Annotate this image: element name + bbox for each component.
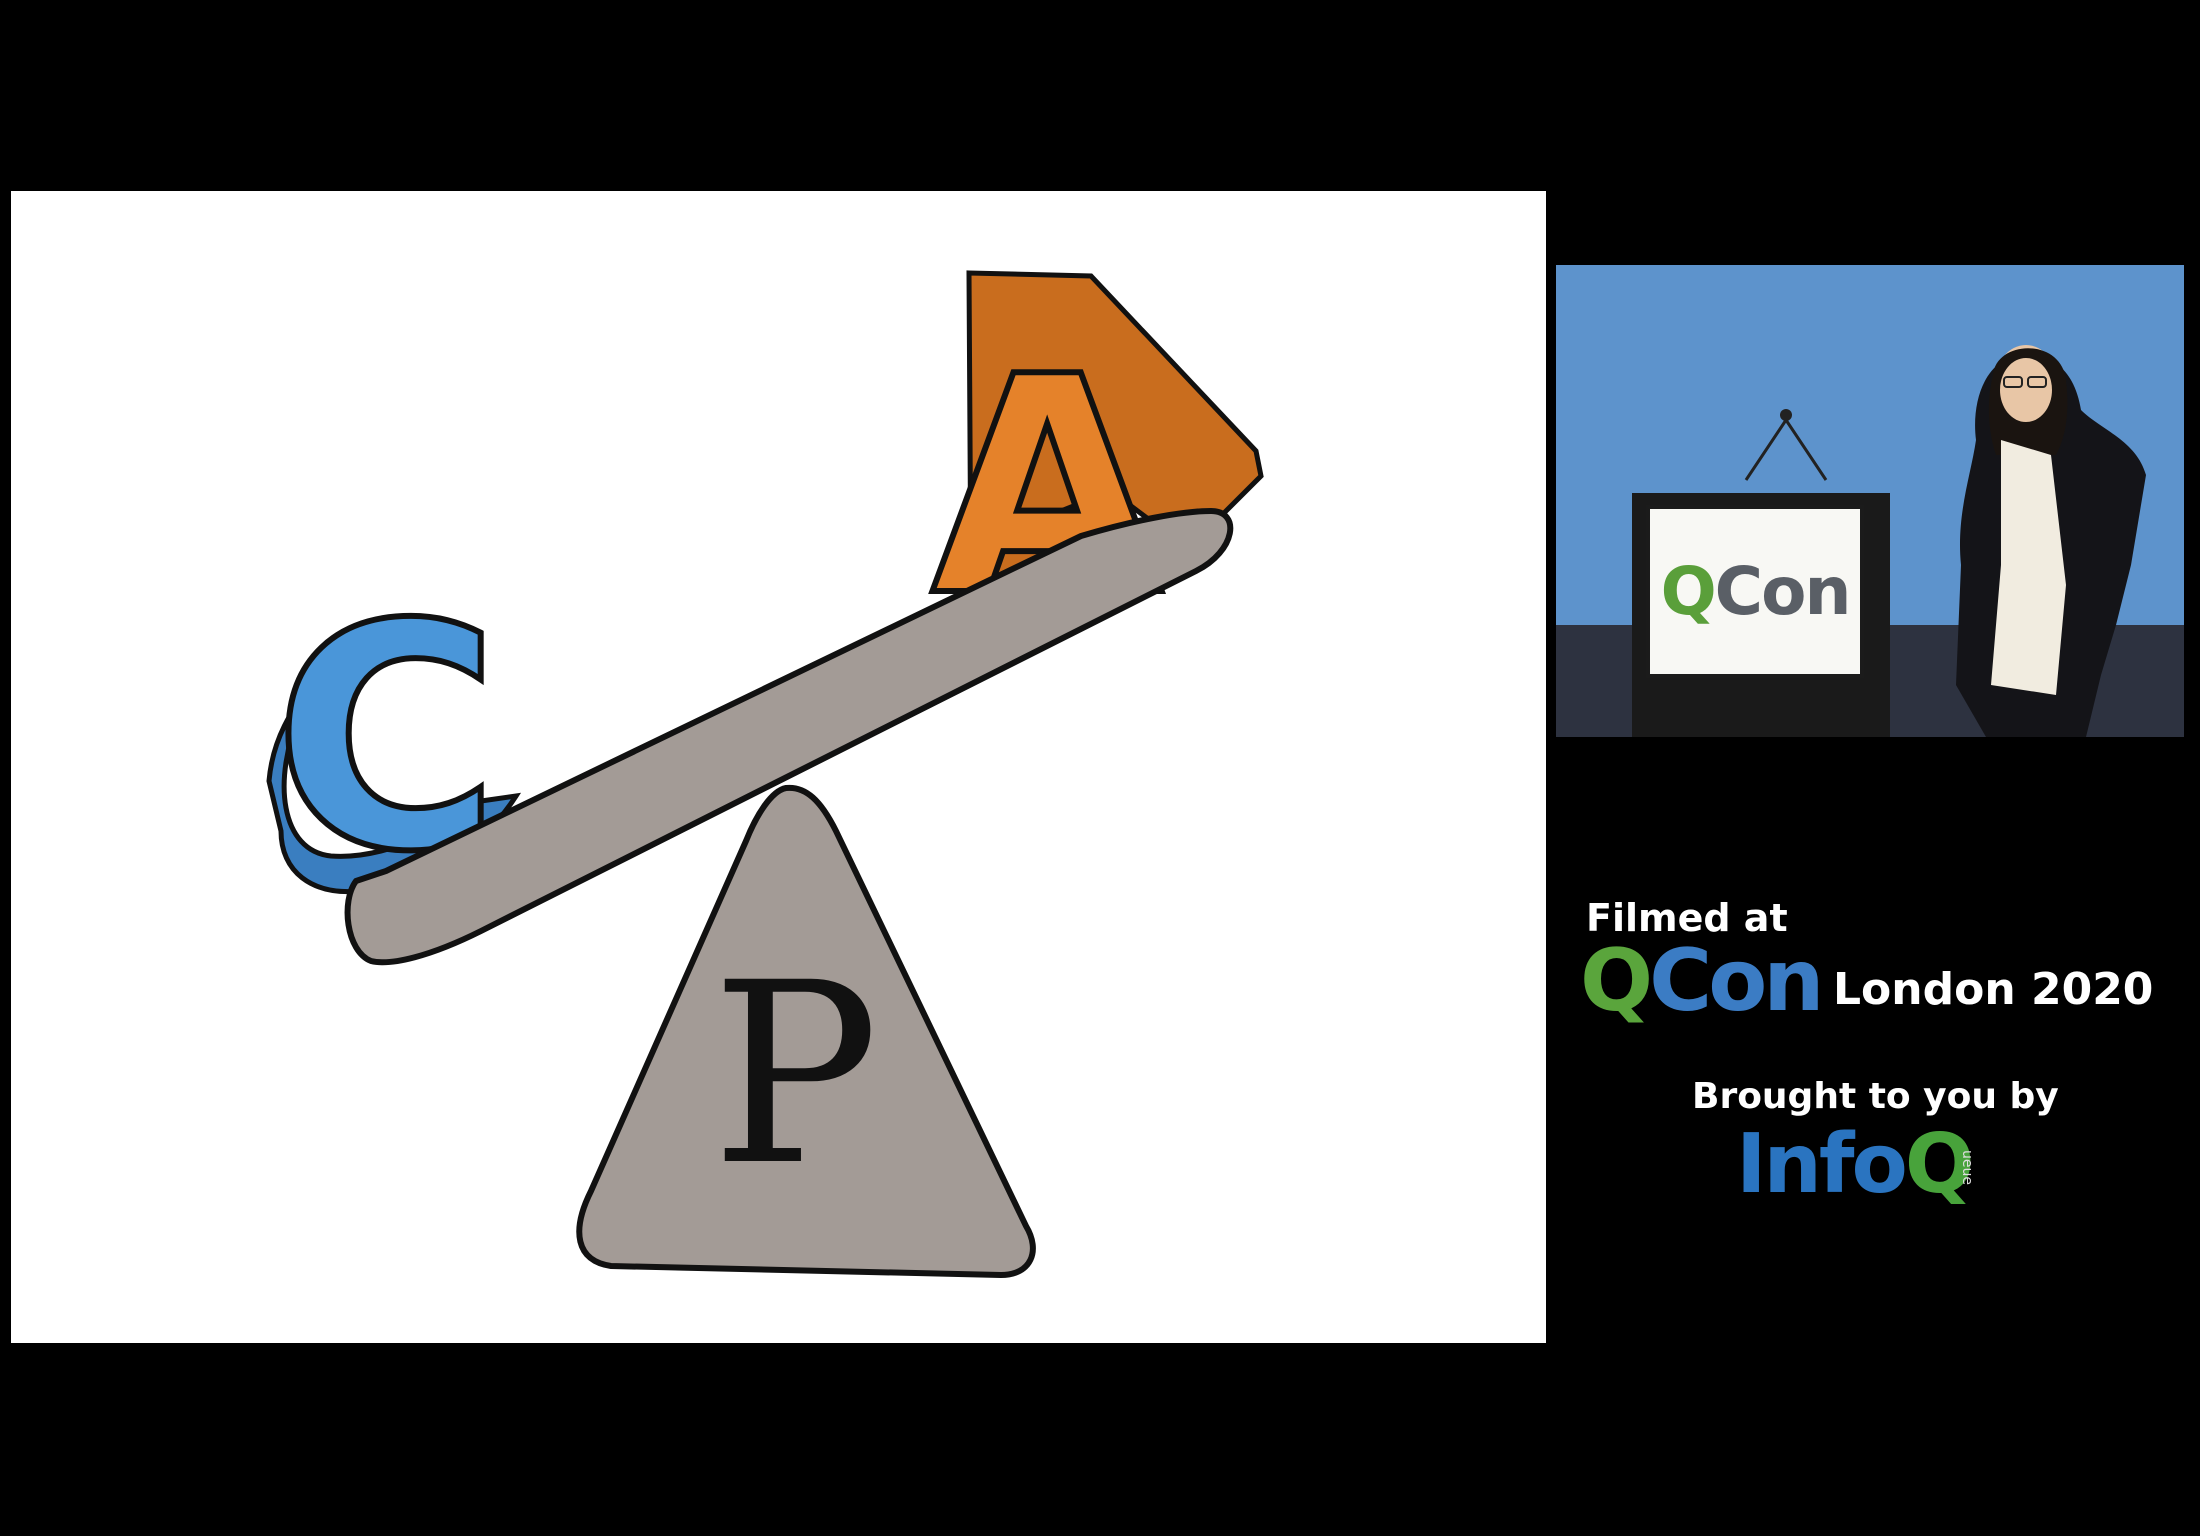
qcon-logo: QCon — [1580, 938, 1825, 1024]
qcon-logo-q: Q — [1580, 931, 1653, 1031]
infoq-logo-info: Info — [1736, 1117, 1908, 1212]
infoq-logo: InfoQ — [1736, 1124, 1975, 1206]
partition-letter: P — [711, 929, 879, 1220]
podium-sign-con: Con — [1714, 553, 1852, 630]
seesaw-beam — [344, 508, 1234, 966]
infoq-queue-suffix: ueue — [1959, 1150, 1975, 1185]
event-location-year: London 2020 — [1833, 964, 2154, 1015]
presentation-slide: P C A — [11, 191, 1546, 1343]
cap-seesaw-illustration: P C A — [266, 270, 1264, 1278]
infoq-logo-q: Q — [1904, 1117, 1975, 1212]
brought-to-you-by-label: Brought to you by — [1692, 1076, 2059, 1117]
filmed-at-label: Filmed at — [1586, 896, 1788, 940]
speaker-figure — [1956, 345, 2146, 737]
consistency-shadow — [266, 638, 522, 895]
fulcrum-triangle — [576, 784, 1036, 1278]
podium-qcon-sign: Q Con — [1646, 505, 1864, 678]
podium-sign-q: Q — [1660, 553, 1717, 630]
qcon-logo-con: Con — [1649, 931, 1824, 1031]
speaker-video: Q Con — [1556, 265, 2184, 737]
